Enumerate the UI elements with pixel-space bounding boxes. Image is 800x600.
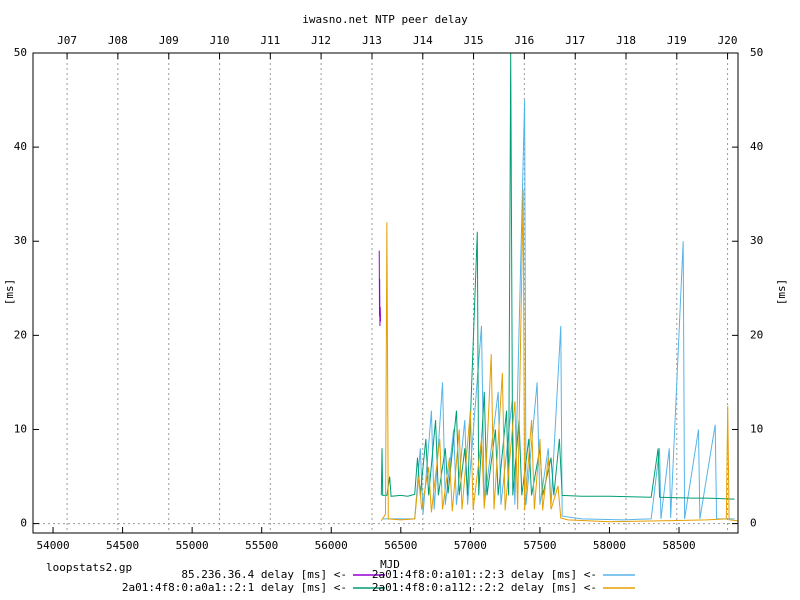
series-line: [380, 189, 738, 523]
x2-tick-label: J13: [362, 34, 382, 47]
series-line: [380, 52, 735, 500]
x2-tick-label: J08: [108, 34, 128, 47]
legend-label: 2a01:4f8:0:a0a1::2:1 delay [ms] <-: [122, 581, 347, 594]
x2-tick-label: J18: [616, 34, 636, 47]
y2-tick-label: 50: [750, 46, 763, 59]
y-tick-label: 30: [14, 234, 27, 247]
footer: loopstats2.gp: [46, 561, 132, 574]
legend-label: 2a01:4f8:0:a101::2:3 delay [ms] <-: [372, 568, 597, 581]
y-tick-label: 0: [20, 517, 27, 530]
x2-tick-label: J12: [311, 34, 331, 47]
x-tick-label: 56500: [384, 539, 417, 552]
plot-border: [32, 52, 739, 534]
x2-tick-label: J20: [718, 34, 738, 47]
y2-tick-label: 40: [750, 140, 763, 153]
x-tick-label: 58000: [593, 539, 626, 552]
x-tick-label: 56000: [315, 539, 348, 552]
x2-tick-label: J09: [159, 34, 179, 47]
x-axis-label: MJD: [380, 558, 400, 571]
legend-label: 2a01:4f8:0:a112::2:2 delay [ms] <-: [372, 581, 597, 594]
y-tick-label: 50: [14, 46, 27, 59]
y2-tick-label: 20: [750, 328, 763, 341]
y2-tick-label: 0: [750, 517, 757, 530]
x2-tick-label: J11: [260, 34, 280, 47]
x2-tick-label: J16: [514, 34, 534, 47]
x-tick-label: 54000: [36, 539, 69, 552]
x2-tick-label: J15: [464, 34, 484, 47]
x-tick-label: 54500: [106, 539, 139, 552]
x2-tick-label: J10: [210, 34, 230, 47]
y2-axis-label: [ms]: [775, 279, 788, 306]
x-tick-label: 58500: [662, 539, 695, 552]
x-tick-label: 57500: [523, 539, 556, 552]
x2-tick-label: J17: [565, 34, 585, 47]
x-tick-label: 57000: [454, 539, 487, 552]
x2-tick-label: J19: [667, 34, 687, 47]
chart-title: iwasno.net NTP peer delay: [302, 13, 468, 26]
series-line: [378, 250, 381, 326]
y-axis-label: [ms]: [3, 279, 16, 306]
legend-label: 85.236.36.4 delay [ms] <-: [181, 568, 347, 581]
x-tick-label: 55000: [176, 539, 209, 552]
y2-tick-label: 30: [750, 234, 763, 247]
series-line: [382, 100, 735, 521]
x2-tick-label: J07: [57, 34, 77, 47]
y-tick-label: 40: [14, 140, 27, 153]
y-tick-label: 10: [14, 422, 27, 435]
y2-tick-label: 10: [750, 422, 763, 435]
x2-tick-label: J14: [413, 34, 433, 47]
y-tick-label: 20: [14, 328, 27, 341]
x-tick-label: 55500: [245, 539, 278, 552]
